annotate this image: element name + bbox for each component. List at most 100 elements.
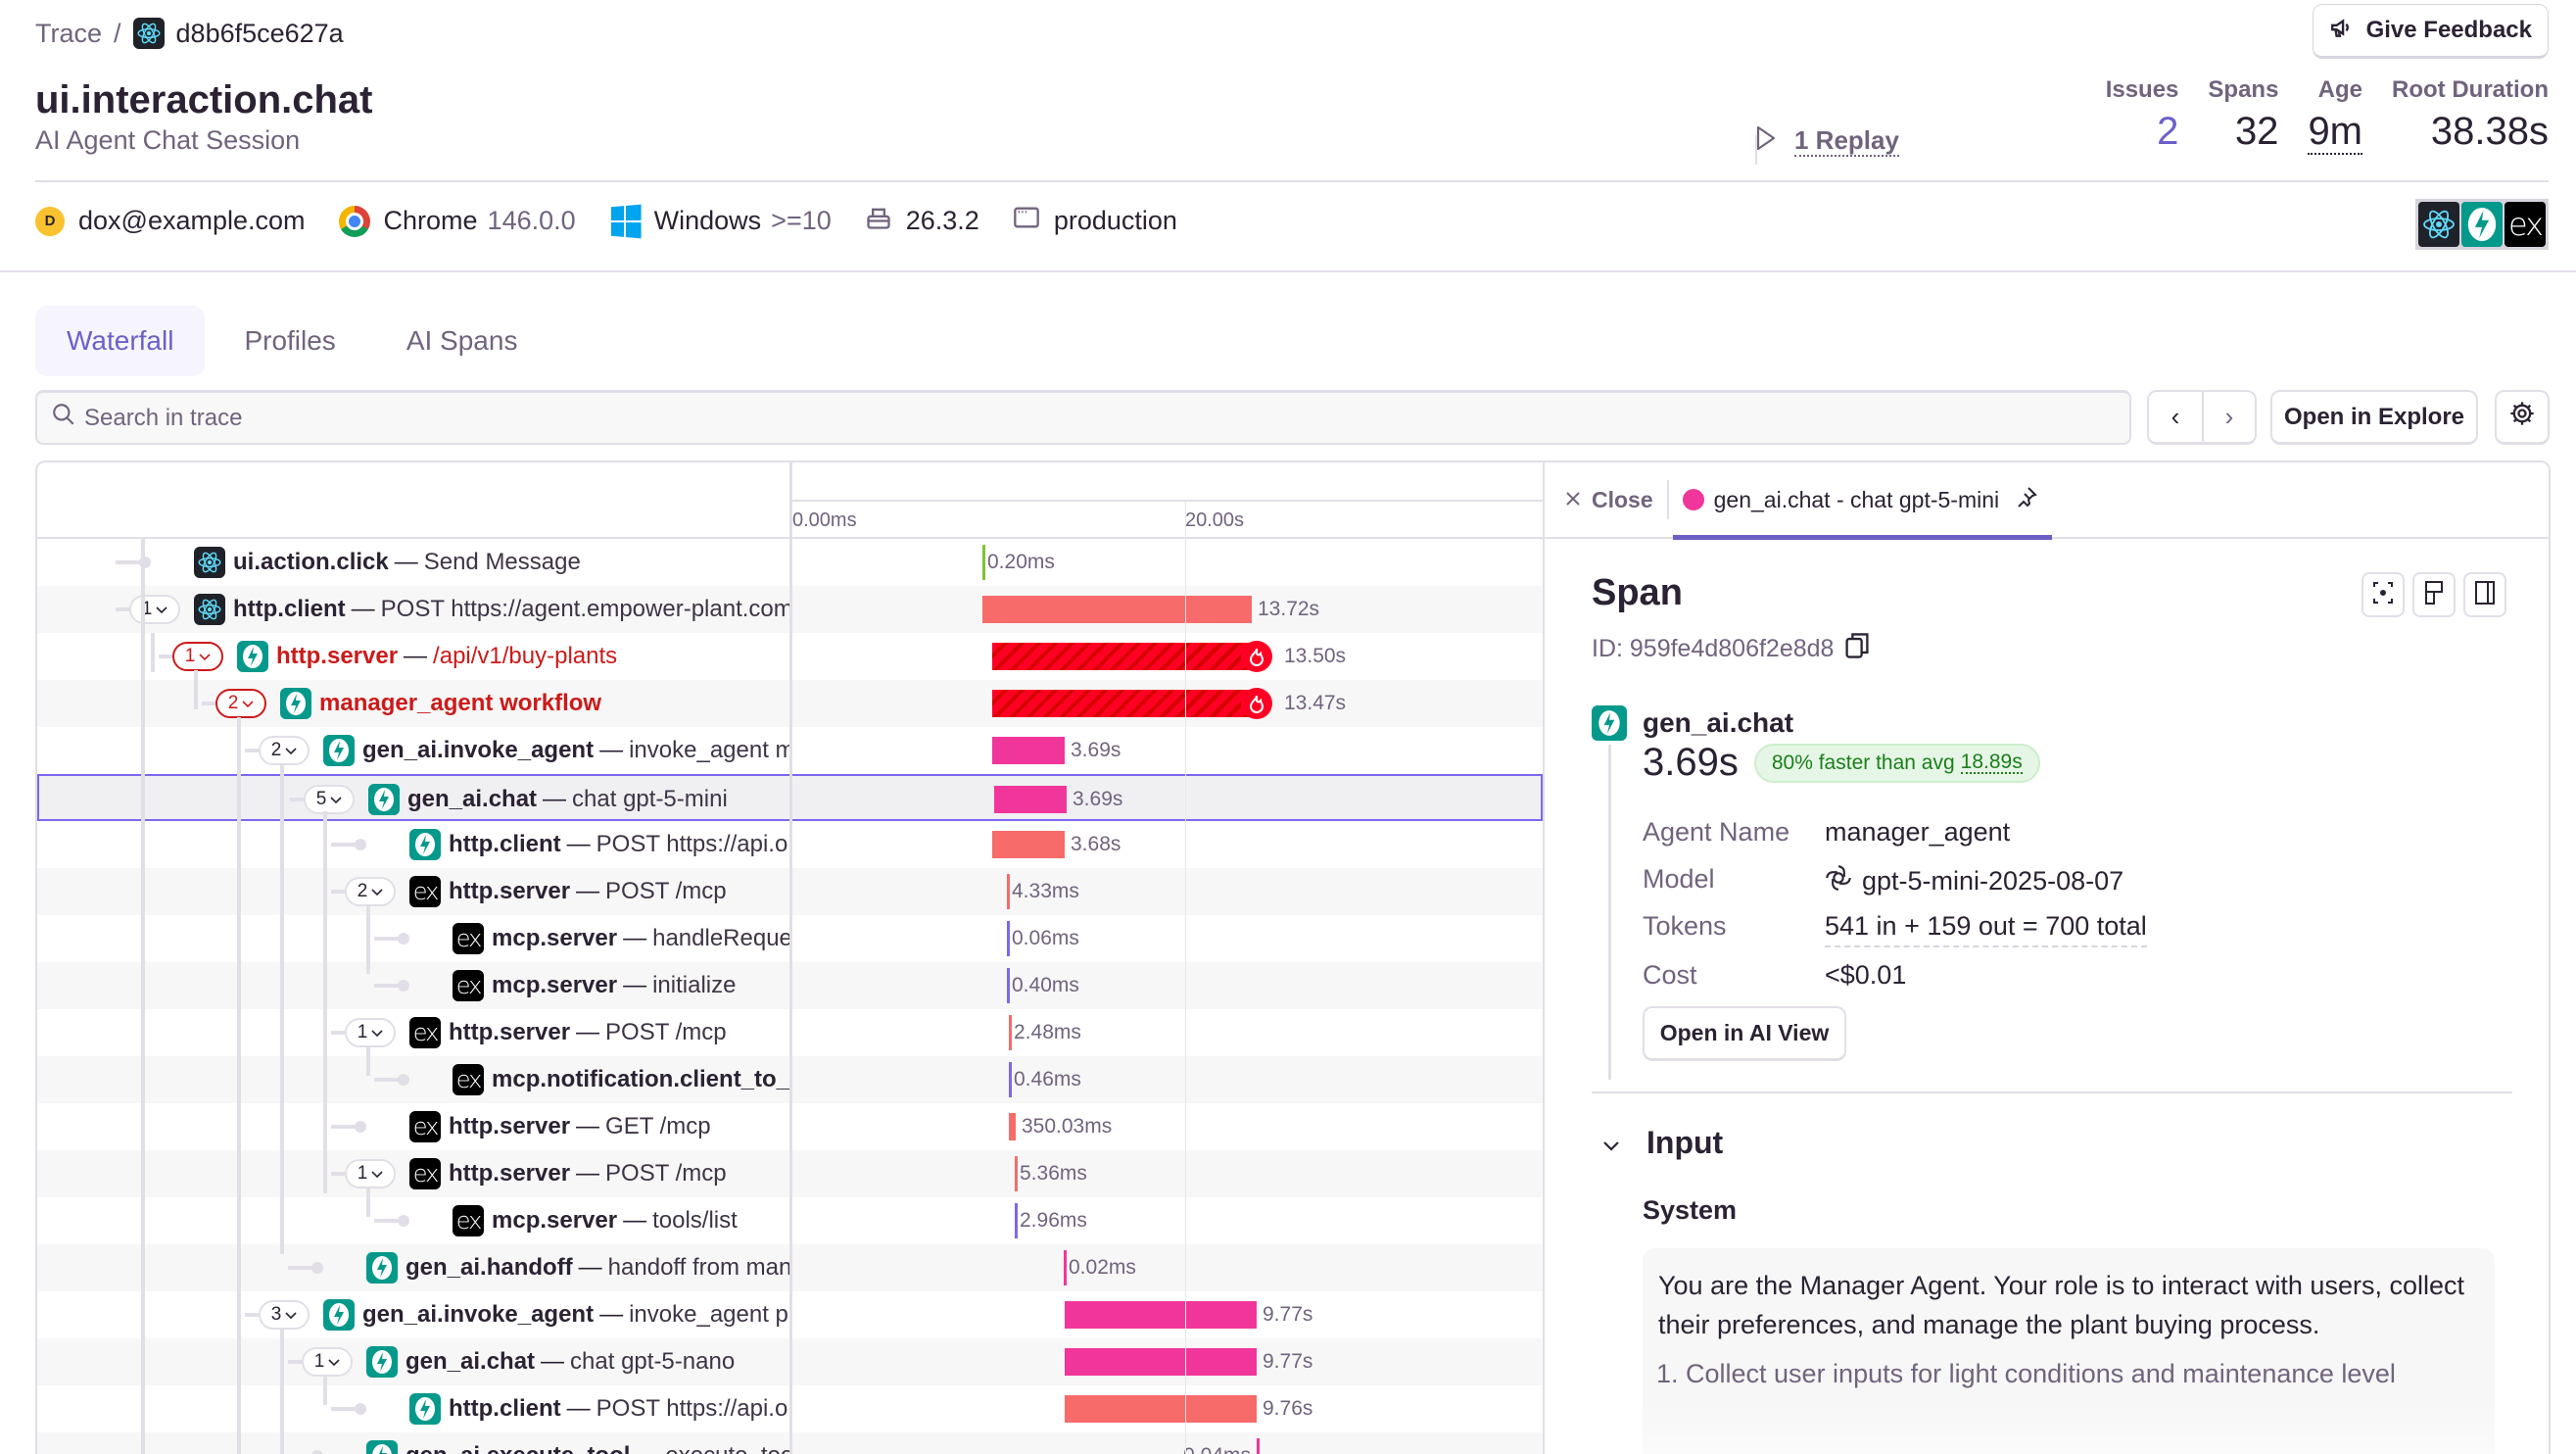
span-row[interactable]: ex mcp.server—handleRequest 0.06ms — [37, 915, 1543, 962]
focus-span-button[interactable] — [2361, 572, 2405, 617]
span-op-header: gen_ai.chat — [1592, 705, 1793, 741]
fastapi-icon — [2461, 202, 2503, 247]
tokens-value[interactable]: 541 in + 159 out = 700 total — [1825, 911, 2147, 947]
environment-info[interactable]: production — [1013, 204, 1177, 238]
span-duration-bar[interactable] — [982, 596, 1252, 623]
expand-toggle[interactable]: 5 — [304, 785, 355, 814]
span-row[interactable]: 2 gen_ai.invoke_agent—invoke_agent manage… — [37, 727, 1543, 774]
span-label: http.server —/api/v1/buy-plants — [237, 633, 789, 680]
previous-span-button[interactable]: ‹ — [2149, 392, 2202, 442]
span-duration-bar[interactable] — [1009, 1015, 1012, 1050]
age-value[interactable]: 9m — [2308, 110, 2363, 155]
search-input[interactable]: Search in trace — [35, 390, 2131, 445]
span-row[interactable]: http.client—POST https://api.openai.com 9… — [37, 1385, 1543, 1432]
input-section-toggle[interactable]: Input — [1601, 1125, 1723, 1161]
layout-side-button[interactable] — [2463, 572, 2506, 617]
span-id: ID: 959fe4d806f2e8d8 — [1592, 631, 1871, 667]
span-duration-bar[interactable] — [1015, 1156, 1018, 1191]
user-info[interactable]: D dox@example.com — [35, 206, 306, 236]
tree-guide-line — [280, 764, 284, 1254]
replay-link[interactable]: 1 Replay — [1755, 124, 1899, 165]
replay-label[interactable]: 1 Replay — [1794, 124, 1899, 157]
browser-info[interactable]: Chrome 146.0.0 — [338, 205, 576, 237]
expand-toggle[interactable]: 1 — [345, 1018, 396, 1047]
tree-leaf-dot — [355, 839, 366, 850]
fastapi-icon — [366, 1252, 398, 1284]
tree-guide-line — [237, 717, 241, 1454]
tab-profiles[interactable]: Profiles — [244, 325, 336, 356]
open-in-ai-view-button[interactable]: Open in AI View — [1643, 1006, 1846, 1061]
chevron-down-icon — [199, 646, 211, 667]
expand-toggle[interactable]: 1 — [302, 1347, 353, 1377]
span-label: ex mcp.notification.client_to_server — [453, 1056, 789, 1103]
timeline-ruler: 0.00ms 20.00s — [792, 500, 1580, 539]
tree-guide-line — [323, 811, 327, 1193]
span-duration-bar[interactable] — [1009, 1062, 1012, 1097]
expand-toggle[interactable]: 1 — [172, 642, 223, 671]
span-duration-bar[interactable] — [1065, 1395, 1257, 1423]
pin-icon[interactable] — [2015, 485, 2038, 514]
tab-ai-spans[interactable]: AI Spans — [405, 325, 518, 356]
span-row[interactable]: 1 http.server —/api/v1/buy-plants 13.50s — [37, 633, 1543, 680]
open-in-explore-button[interactable]: Open in Explore — [2270, 390, 2478, 445]
span-duration-bar[interactable] — [1015, 1203, 1018, 1238]
span-duration-bar[interactable] — [1064, 1250, 1067, 1285]
span-duration-bar[interactable] — [1007, 874, 1010, 909]
breadcrumb-trace-link[interactable]: Trace — [35, 18, 103, 48]
span-duration-bar[interactable] — [992, 831, 1065, 858]
close-panel-button[interactable]: Close — [1545, 480, 1669, 519]
layout-bottom-button[interactable] — [2412, 572, 2456, 617]
system-label: System — [1643, 1195, 1738, 1225]
copy-icon[interactable] — [1843, 631, 1871, 667]
error-flame-icon[interactable] — [1241, 688, 1272, 719]
span-row[interactable]: 1 ex http.server — POST /mcp 2.48ms — [37, 1009, 1543, 1056]
tree-leaf-dot — [398, 933, 409, 945]
expand-toggle[interactable]: 3 — [259, 1300, 310, 1330]
span-duration-bar[interactable] — [1257, 1438, 1260, 1454]
span-duration-bar[interactable] — [992, 690, 1257, 717]
layout-icon — [2423, 580, 2445, 610]
expand-toggle[interactable]: 1 — [129, 595, 180, 624]
avg-duration-link[interactable]: 18.89s — [1960, 751, 2023, 774]
tree-connector — [116, 607, 129, 611]
span-label: ui.action.click — Send Message — [194, 539, 789, 586]
span-row[interactable]: ui.action.click — Send Message 0.20ms — [37, 539, 1543, 586]
span-duration-bar[interactable] — [992, 643, 1257, 670]
span-label: http.client—POST https://api.openai.com — [409, 821, 789, 868]
expand-toggle[interactable]: 1 — [345, 1159, 396, 1188]
tab-selected-span[interactable]: gen_ai.chat - chat gpt-5-mini — [1669, 462, 2053, 540]
next-span-button[interactable]: › — [2202, 392, 2255, 442]
span-label: gen_ai.execute_tool — execute_tool — [366, 1432, 789, 1454]
span-duration-bar[interactable] — [1065, 1348, 1257, 1376]
span-duration-bar[interactable] — [994, 786, 1067, 813]
settings-button[interactable] — [2495, 390, 2550, 445]
separator: — — [599, 737, 624, 763]
span-duration-bar[interactable] — [982, 545, 985, 580]
span-description: chat gpt-5-nano — [570, 1348, 736, 1375]
tab-waterfall[interactable]: Waterfall — [35, 306, 206, 376]
span-duration-bar[interactable] — [1007, 968, 1010, 1003]
comparison-badge: 80% faster than avg 18.89s — [1753, 743, 2040, 783]
error-flame-icon[interactable] — [1241, 641, 1272, 672]
span-row[interactable]: http.client—POST https://api.openai.com 3… — [37, 821, 1543, 868]
expand-toggle[interactable]: 2 — [215, 689, 266, 718]
tree-connector — [245, 749, 259, 752]
span-description: POST /mcp — [605, 1019, 727, 1045]
span-duration-label: 0.40ms — [1012, 974, 1079, 996]
give-feedback-button[interactable]: Give Feedback — [2312, 4, 2549, 59]
span-duration-bar[interactable] — [1009, 1113, 1016, 1140]
release-info[interactable]: 26.3.2 — [865, 204, 979, 238]
span-row[interactable]: ex mcp.server — tools/list 2.96ms — [37, 1197, 1543, 1244]
express-icon: ex — [453, 970, 484, 1001]
span-row[interactable]: 3 gen_ai.invoke_agent—invoke_agent plant_… — [37, 1291, 1543, 1338]
span-duration-bar[interactable] — [1007, 921, 1010, 956]
os-info[interactable]: Windows >=10 — [609, 204, 832, 238]
span-row[interactable]: ex http.server — GET /mcp 350.03ms — [37, 1103, 1543, 1150]
expand-toggle[interactable]: 2 — [259, 736, 310, 765]
column-resize-handle[interactable] — [789, 462, 792, 1454]
separator: — — [623, 1207, 647, 1234]
expand-toggle[interactable]: 2 — [345, 877, 396, 906]
span-duration-bar[interactable] — [992, 737, 1065, 764]
span-duration-bar[interactable] — [1065, 1301, 1257, 1329]
issues-count-link[interactable]: 2 — [2157, 110, 2179, 153]
